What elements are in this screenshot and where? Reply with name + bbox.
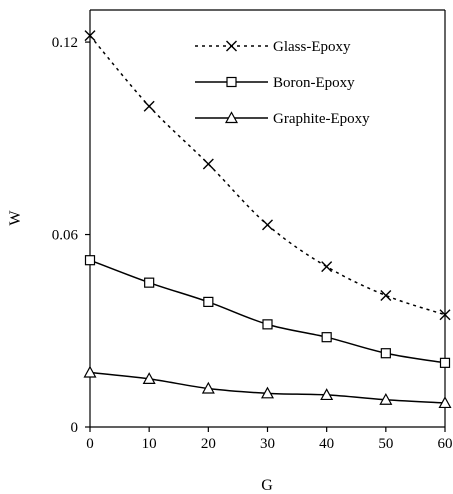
data-point-x: [202, 158, 214, 170]
y-tick-label: 0.06: [52, 228, 79, 244]
y-axis-label: W: [7, 210, 24, 226]
x-tick-label: 10: [142, 436, 157, 452]
data-point-square: [380, 348, 391, 359]
data-point-square: [144, 277, 155, 288]
x-tick-label: 50: [378, 436, 393, 452]
data-point-x: [262, 219, 273, 231]
legend-marker-triangle: [224, 111, 239, 124]
data-point-square: [203, 296, 214, 307]
x-tick-label: 40: [319, 436, 334, 452]
x-tick-label: 60: [438, 436, 453, 452]
data-point-triangle: [201, 381, 215, 394]
data-point-triangle: [438, 396, 452, 409]
legend-marker-x: [226, 40, 237, 52]
x-axis-label: G: [261, 477, 273, 494]
data-point-x: [143, 100, 155, 112]
data-point-x: [380, 289, 392, 301]
y-tick-label: 0.12: [52, 35, 78, 51]
legend: Glass-Epoxy Boron-Epoxy Graphite-Epoxy: [195, 39, 370, 127]
data-point-triangle: [142, 372, 156, 384]
data-point-triangle: [83, 365, 97, 378]
data-point-triangle: [320, 388, 334, 401]
data-point-triangle: [260, 386, 275, 399]
data-point-x: [84, 30, 96, 42]
series-line: [89, 35, 446, 316]
x-tick-label: 30: [260, 436, 275, 452]
axes: [89, 9, 446, 428]
series-line: [89, 259, 446, 364]
data-point-square: [84, 255, 96, 266]
data-point-square: [321, 332, 332, 343]
data-point-x: [439, 309, 451, 321]
x-tick-label: 0: [86, 436, 94, 452]
y-tick-label: 0: [71, 420, 79, 436]
data-point-square: [262, 319, 273, 330]
data-point-square: [439, 357, 451, 368]
legend-label: Glass-Epoxy: [273, 39, 351, 55]
legend-label: Boron-Epoxy: [273, 75, 355, 91]
series-group: [83, 30, 452, 409]
x-tick-label: 20: [201, 436, 216, 452]
legend-marker-square: [226, 76, 237, 88]
ticks: 0 10 20 30 40 50 60 0 0.06 0.12: [52, 35, 453, 452]
legend-label: Graphite-Epoxy: [273, 111, 370, 127]
data-point-triangle: [379, 392, 393, 405]
data-point-x: [321, 261, 333, 273]
